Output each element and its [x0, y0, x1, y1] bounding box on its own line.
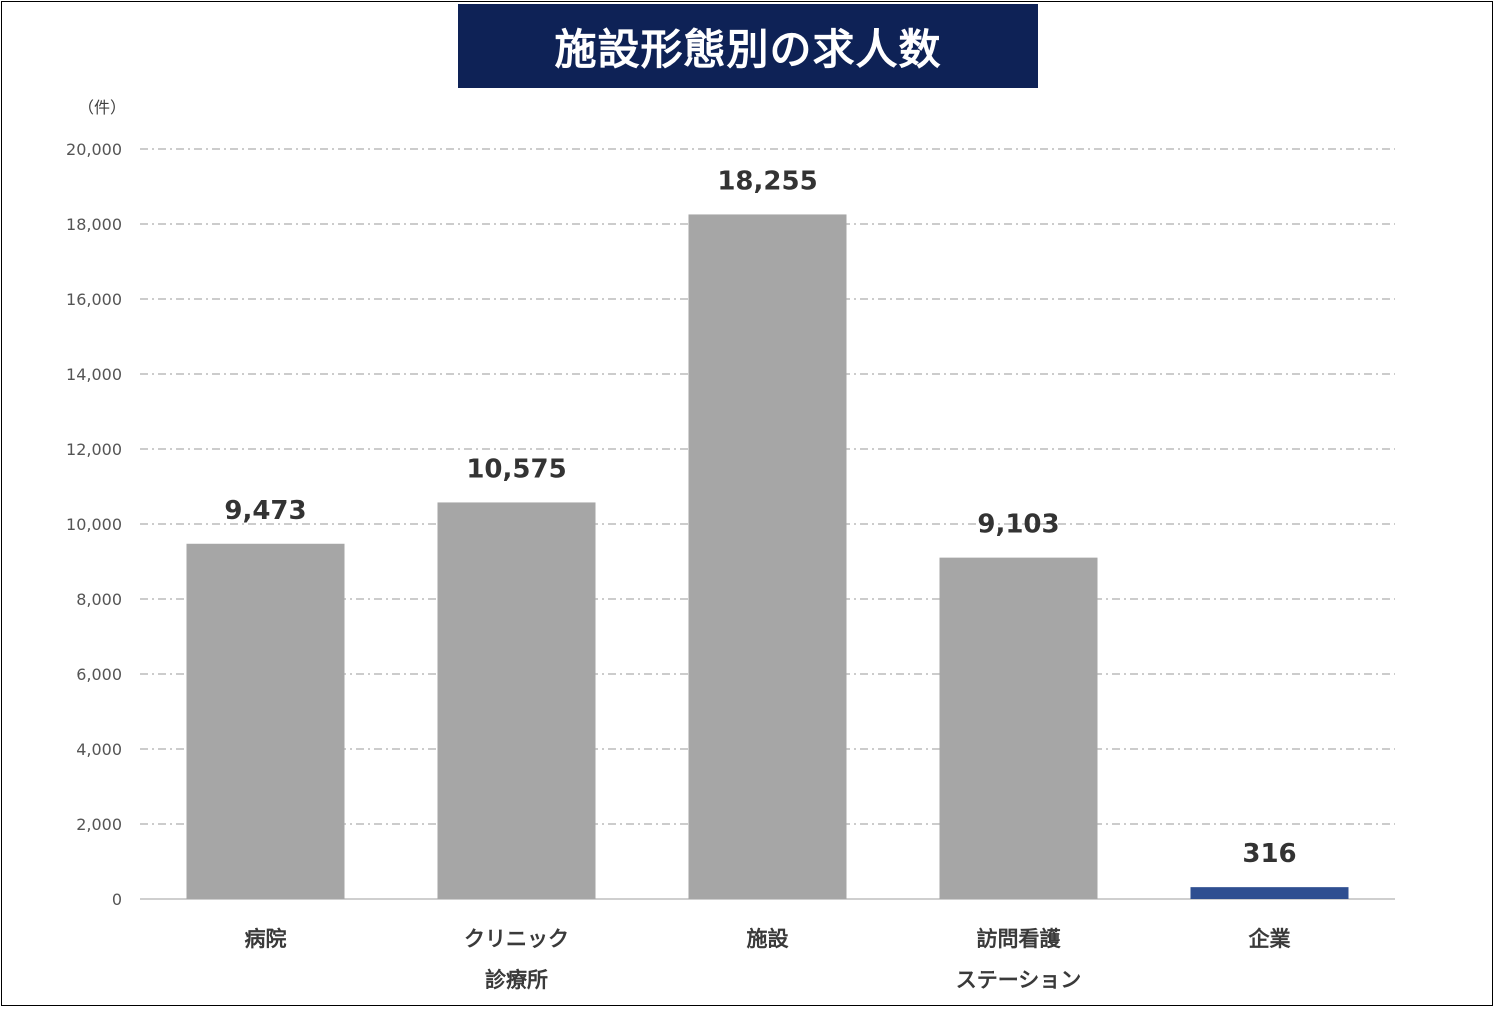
y-tick-label: 8,000 — [76, 590, 122, 609]
x-tick-label: 病院 — [245, 927, 287, 951]
x-tick-label: 企業 — [1248, 927, 1292, 951]
y-tick-label: 12,000 — [66, 440, 122, 459]
data-label: 316 — [1242, 839, 1296, 869]
chart-title-banner: 施設形態別の求人数 — [458, 4, 1038, 88]
y-tick-label: 14,000 — [66, 365, 122, 384]
data-label: 10,575 — [466, 454, 566, 484]
y-tick-label: 4,000 — [76, 740, 122, 759]
y-tick-label: 6,000 — [76, 665, 122, 684]
x-tick-label: 訪問看護 — [977, 927, 1062, 951]
bar — [437, 502, 596, 899]
bar — [186, 543, 345, 899]
chart-title: 施設形態別の求人数 — [554, 24, 942, 74]
y-axis-unit-label: （件） — [78, 98, 127, 117]
x-tick-label: 施設 — [747, 927, 790, 951]
data-label: 18,255 — [717, 166, 817, 196]
x-tick-label: クリニック — [464, 927, 569, 951]
y-tick-label: 10,000 — [66, 515, 122, 534]
x-tick-label: 診療所 — [485, 968, 548, 992]
y-tick-label: 20,000 — [66, 140, 122, 159]
bar — [688, 214, 847, 899]
data-label: 9,103 — [977, 510, 1059, 540]
bar — [1190, 887, 1349, 899]
x-tick-label: ステーション — [956, 968, 1082, 992]
data-label: 9,473 — [224, 496, 306, 526]
y-tick-label: 2,000 — [76, 815, 122, 834]
y-tick-label: 0 — [112, 890, 122, 909]
y-tick-label: 18,000 — [66, 215, 122, 234]
bar — [939, 557, 1098, 899]
y-tick-label: 16,000 — [66, 290, 122, 309]
